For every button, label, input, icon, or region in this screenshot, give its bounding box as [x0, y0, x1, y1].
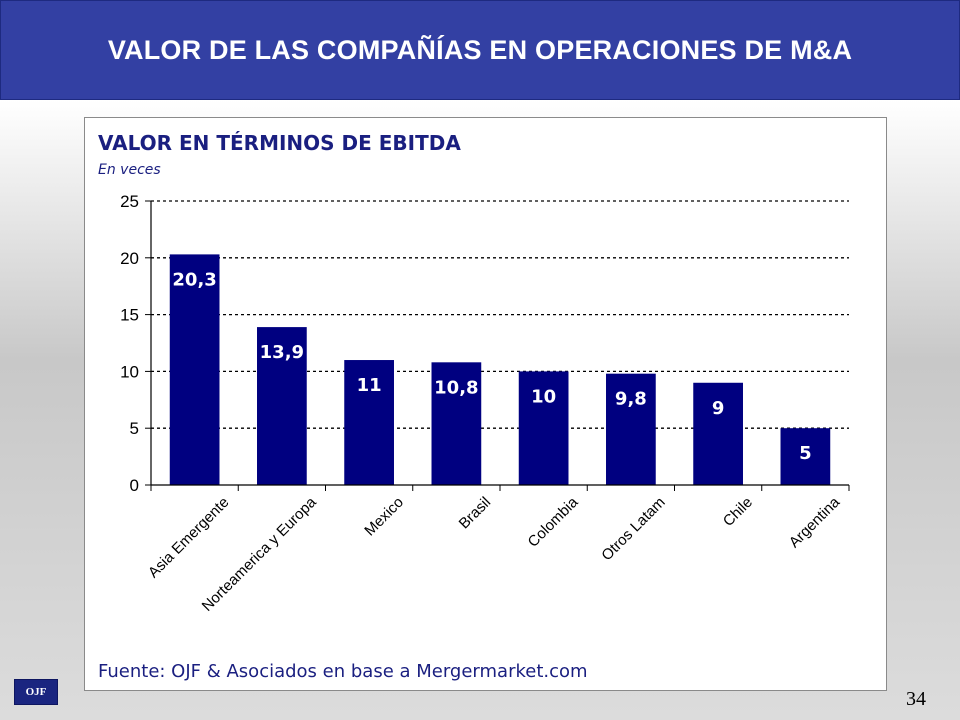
bar-chart: VALOR EN TÉRMINOS DE EBITDA En veces 0 5 1…	[98, 131, 850, 682]
bar	[169, 254, 220, 485]
company-logo: OJF	[14, 679, 58, 705]
gridlines	[151, 200, 849, 429]
chart-panel: VALOR EN TÉRMINOS DE EBITDA En veces 0 5 1…	[84, 117, 887, 691]
x-category-label: Chile	[720, 494, 756, 530]
bar	[518, 371, 569, 485]
slide-title: VALOR DE LAS COMPAÑÍAS EN OPERACIONES DE…	[107, 34, 853, 65]
axes	[145, 200, 850, 491]
bar	[693, 382, 743, 485]
bar-value-label: 10	[531, 386, 556, 407]
slide-header: VALOR DE LAS COMPAÑÍAS EN OPERACIONES DE…	[0, 0, 960, 100]
x-category-label: Mexico	[361, 494, 407, 540]
chart-title: VALOR EN TÉRMINOS DE EBITDA	[98, 131, 461, 155]
bar	[780, 428, 831, 485]
bar	[344, 360, 394, 485]
x-category-label: Argentina	[786, 493, 844, 551]
logo-text: OJF	[25, 686, 47, 698]
bar	[257, 327, 307, 485]
y-tick-label: 10	[120, 362, 139, 381]
bar-value-label: 11	[357, 375, 382, 396]
bars	[169, 254, 831, 485]
page-number: 34	[906, 688, 926, 710]
y-tick-label: 0	[130, 476, 139, 495]
y-tick-label: 20	[120, 249, 139, 268]
x-category-label: Otros Latam	[598, 494, 668, 564]
bar-value-label: 20,3	[172, 269, 216, 290]
y-tick-label: 25	[120, 192, 139, 211]
bar-value-label: 9,8	[615, 389, 647, 410]
bar-value-label: 9	[712, 398, 725, 419]
x-category-label: Brasil	[456, 494, 495, 533]
x-category-label: Asia Emergente	[145, 494, 232, 581]
y-tick-label: 5	[130, 419, 139, 438]
chart-subtitle: En veces	[98, 162, 161, 178]
bar	[431, 362, 482, 485]
source-note: Fuente: OJF & Asociados en base a Merger…	[98, 661, 588, 682]
x-category-label: Colombia	[525, 493, 582, 550]
bar	[606, 373, 656, 485]
y-tick-label: 15	[120, 306, 139, 325]
bar-value-label: 5	[799, 443, 812, 464]
labels: 0 5 10 15 20 25 20,3 13,9 11 10,8 10 9,8 9 5 Asia Emer…	[120, 192, 844, 615]
bar-value-label: 13,9	[260, 342, 304, 363]
bar-value-label: 10,8	[434, 377, 478, 398]
